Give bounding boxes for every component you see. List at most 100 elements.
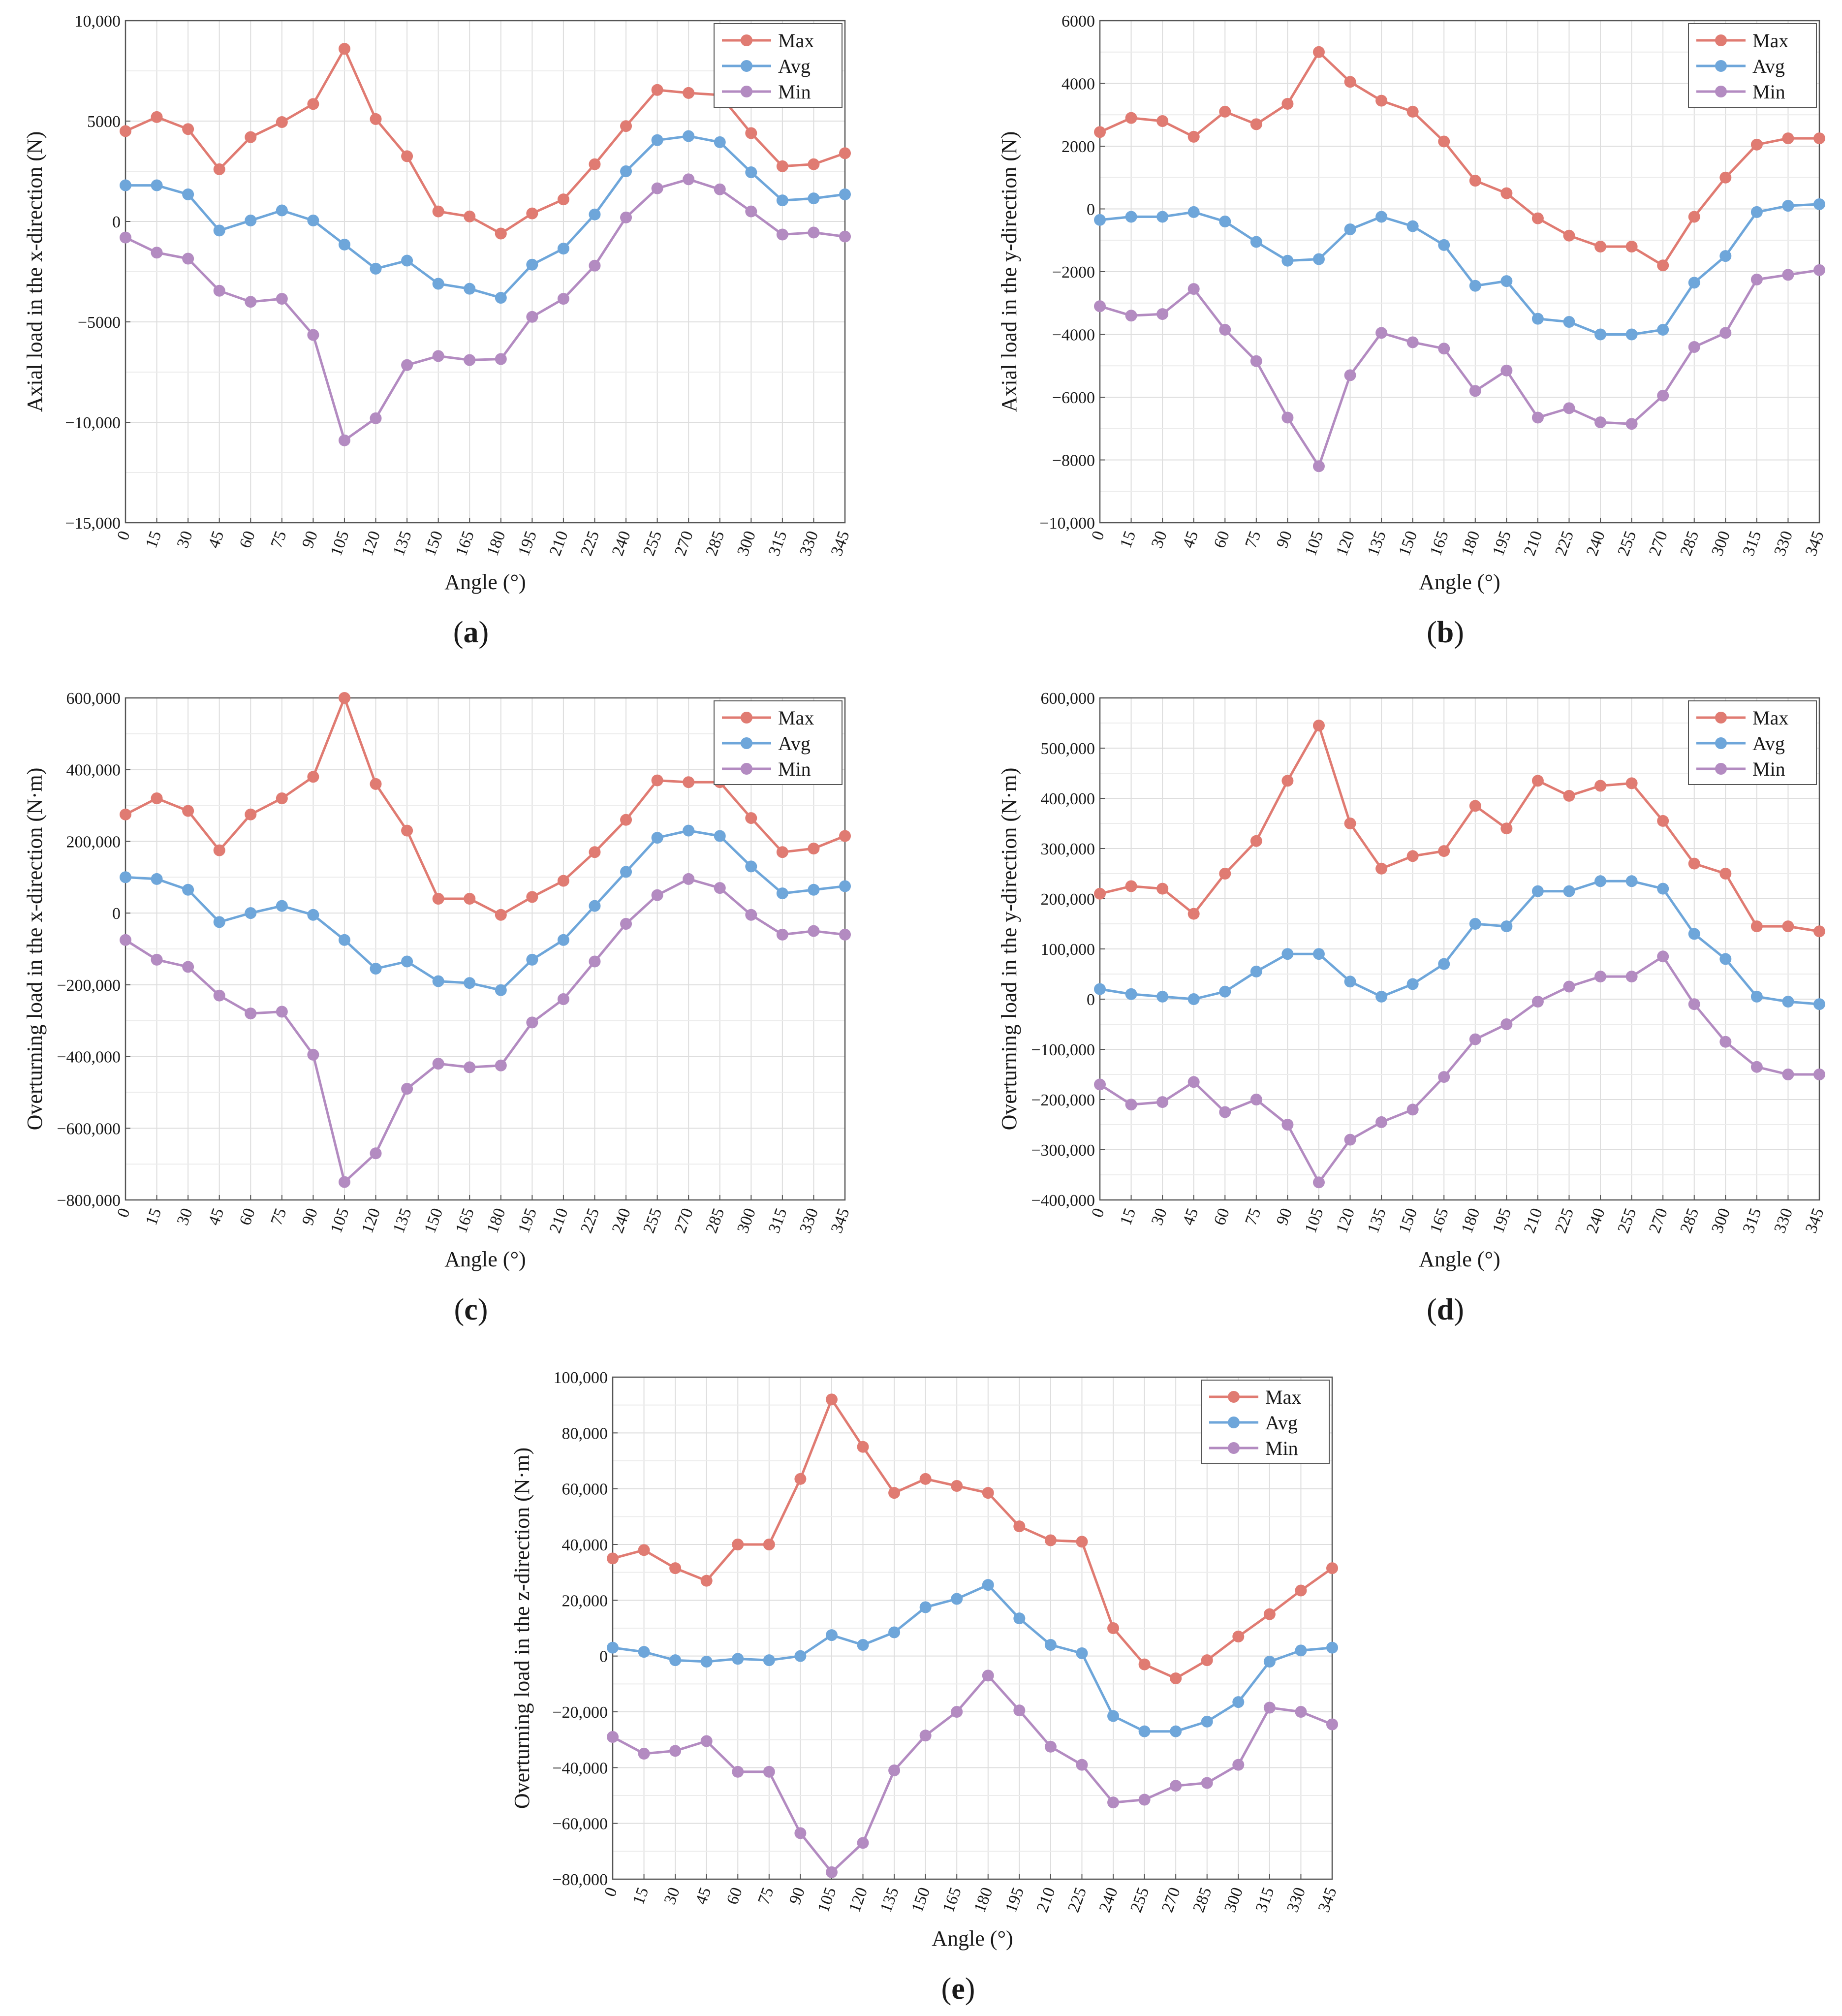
data-point-max: [1312, 720, 1325, 732]
y-tick-label: 300,000: [1041, 840, 1095, 858]
data-point-min: [276, 1006, 288, 1018]
legend: Max Avg Min: [1688, 700, 1817, 785]
data-point-avg: [714, 136, 726, 148]
data-point-avg: [526, 258, 538, 271]
data-point-min: [1094, 300, 1106, 313]
data-point-min: [1500, 364, 1513, 377]
data-point-avg: [1625, 328, 1638, 341]
data-point-avg: [557, 243, 569, 255]
y-tick-label: 400,000: [1041, 790, 1095, 808]
data-point-min: [1107, 1796, 1120, 1809]
data-point-avg: [839, 188, 851, 200]
data-point-min: [1281, 1119, 1294, 1131]
data-point-min: [1219, 1106, 1231, 1118]
data-point-min: [825, 1866, 838, 1878]
data-point-max: [1250, 835, 1262, 847]
chart-panel-e: 100,000 80,000 60,000 40,000 20,000 0 −20,000 −…: [510, 1369, 1341, 2006]
data-point-avg: [1813, 998, 1825, 1010]
data-point-avg: [1281, 948, 1294, 960]
data-point-avg: [182, 883, 194, 896]
chart-panel-d: 600,000 500,000 400,000 300,000 200,000 100,0…: [997, 690, 1828, 1326]
chart-panel-c: 600,000 400,000 200,000 0 −200,000 −400,000 −6…: [23, 690, 853, 1326]
data-point-max: [700, 1575, 713, 1587]
data-point-min: [776, 928, 788, 941]
data-point-min: [1219, 323, 1231, 336]
data-point-max: [1281, 775, 1294, 787]
data-point-avg: [276, 204, 288, 217]
data-point-max: [1782, 920, 1794, 933]
data-point-max: [1719, 171, 1732, 184]
axis-frame: [125, 20, 846, 524]
data-point-avg: [307, 909, 319, 921]
data-point-avg: [495, 984, 507, 996]
legend-swatch-marker: [741, 712, 752, 724]
data-point-max: [1156, 882, 1169, 895]
data-point-min: [1625, 971, 1638, 983]
data-point-max: [1344, 76, 1356, 88]
data-point-avg: [808, 883, 820, 896]
legend-swatch-marker: [741, 86, 752, 97]
data-point-avg: [1044, 1639, 1057, 1651]
panel-label-open-paren: (: [454, 1293, 465, 1326]
y-tick-label: 10,000: [75, 12, 121, 31]
x-axis-title: Angle (°): [444, 1247, 526, 1271]
data-point-min: [607, 1731, 619, 1743]
data-point-max: [589, 846, 601, 858]
legend-label-min: Min: [1752, 758, 1785, 780]
data-point-min: [401, 1083, 413, 1095]
data-point-avg: [1138, 1725, 1151, 1737]
data-point-min: [1594, 971, 1607, 983]
series-line-max: [125, 696, 845, 916]
legend-label-avg: Avg: [1752, 55, 1785, 77]
data-point-avg: [1156, 990, 1169, 1003]
data-point-avg: [1531, 313, 1544, 325]
data-point-max: [1125, 880, 1137, 892]
data-point-avg: [151, 179, 163, 191]
data-point-min: [1813, 264, 1825, 276]
data-point-avg: [857, 1639, 869, 1651]
data-point-max: [651, 84, 663, 96]
y-tick-label: 400,000: [66, 761, 121, 780]
data-point-min: [307, 1048, 319, 1061]
data-point-avg: [794, 1650, 807, 1662]
data-point-avg: [1263, 1656, 1276, 1668]
legend-swatch-marker: [741, 737, 752, 749]
data-point-avg: [1625, 875, 1638, 887]
data-point-min: [526, 311, 538, 323]
data-point-max: [495, 227, 507, 240]
legend-label-avg: Avg: [1265, 1412, 1298, 1434]
data-point-avg: [1013, 1612, 1026, 1625]
y-axis-title: Axial load in the x-direction (N): [23, 131, 47, 412]
data-point-avg: [1750, 206, 1763, 218]
data-point-min: [1125, 310, 1137, 322]
data-point-max: [401, 824, 413, 837]
series-line-min: [612, 1674, 1333, 1874]
data-point-max: [745, 127, 757, 139]
panel-label-letter: d: [1437, 1293, 1454, 1326]
data-point-max: [1500, 822, 1513, 835]
data-point-avg: [526, 953, 538, 966]
axis-frame: [125, 697, 846, 1201]
data-point-max: [1688, 857, 1700, 870]
data-point-max: [1312, 46, 1325, 58]
legend-swatch-marker: [1715, 34, 1727, 46]
data-point-min: [919, 1730, 932, 1742]
data-point-max: [825, 1393, 838, 1406]
legend-label-max: Max: [778, 707, 814, 729]
data-point-max: [1438, 135, 1450, 148]
data-point-min: [808, 226, 820, 239]
panel-label-letter: c: [464, 1293, 478, 1326]
data-point-max: [1563, 229, 1575, 242]
panel-label-close-paren: ): [965, 1972, 975, 2006]
data-point-max: [951, 1480, 963, 1492]
data-point-max: [1594, 780, 1607, 792]
data-point-min: [776, 228, 788, 241]
data-point-min: [338, 1176, 350, 1188]
y-tick-label: 600,000: [1041, 690, 1095, 708]
panel-label: (d): [1427, 1293, 1464, 1326]
data-point-max: [839, 830, 851, 842]
data-point-avg: [1344, 976, 1356, 988]
data-point-avg: [919, 1601, 932, 1613]
